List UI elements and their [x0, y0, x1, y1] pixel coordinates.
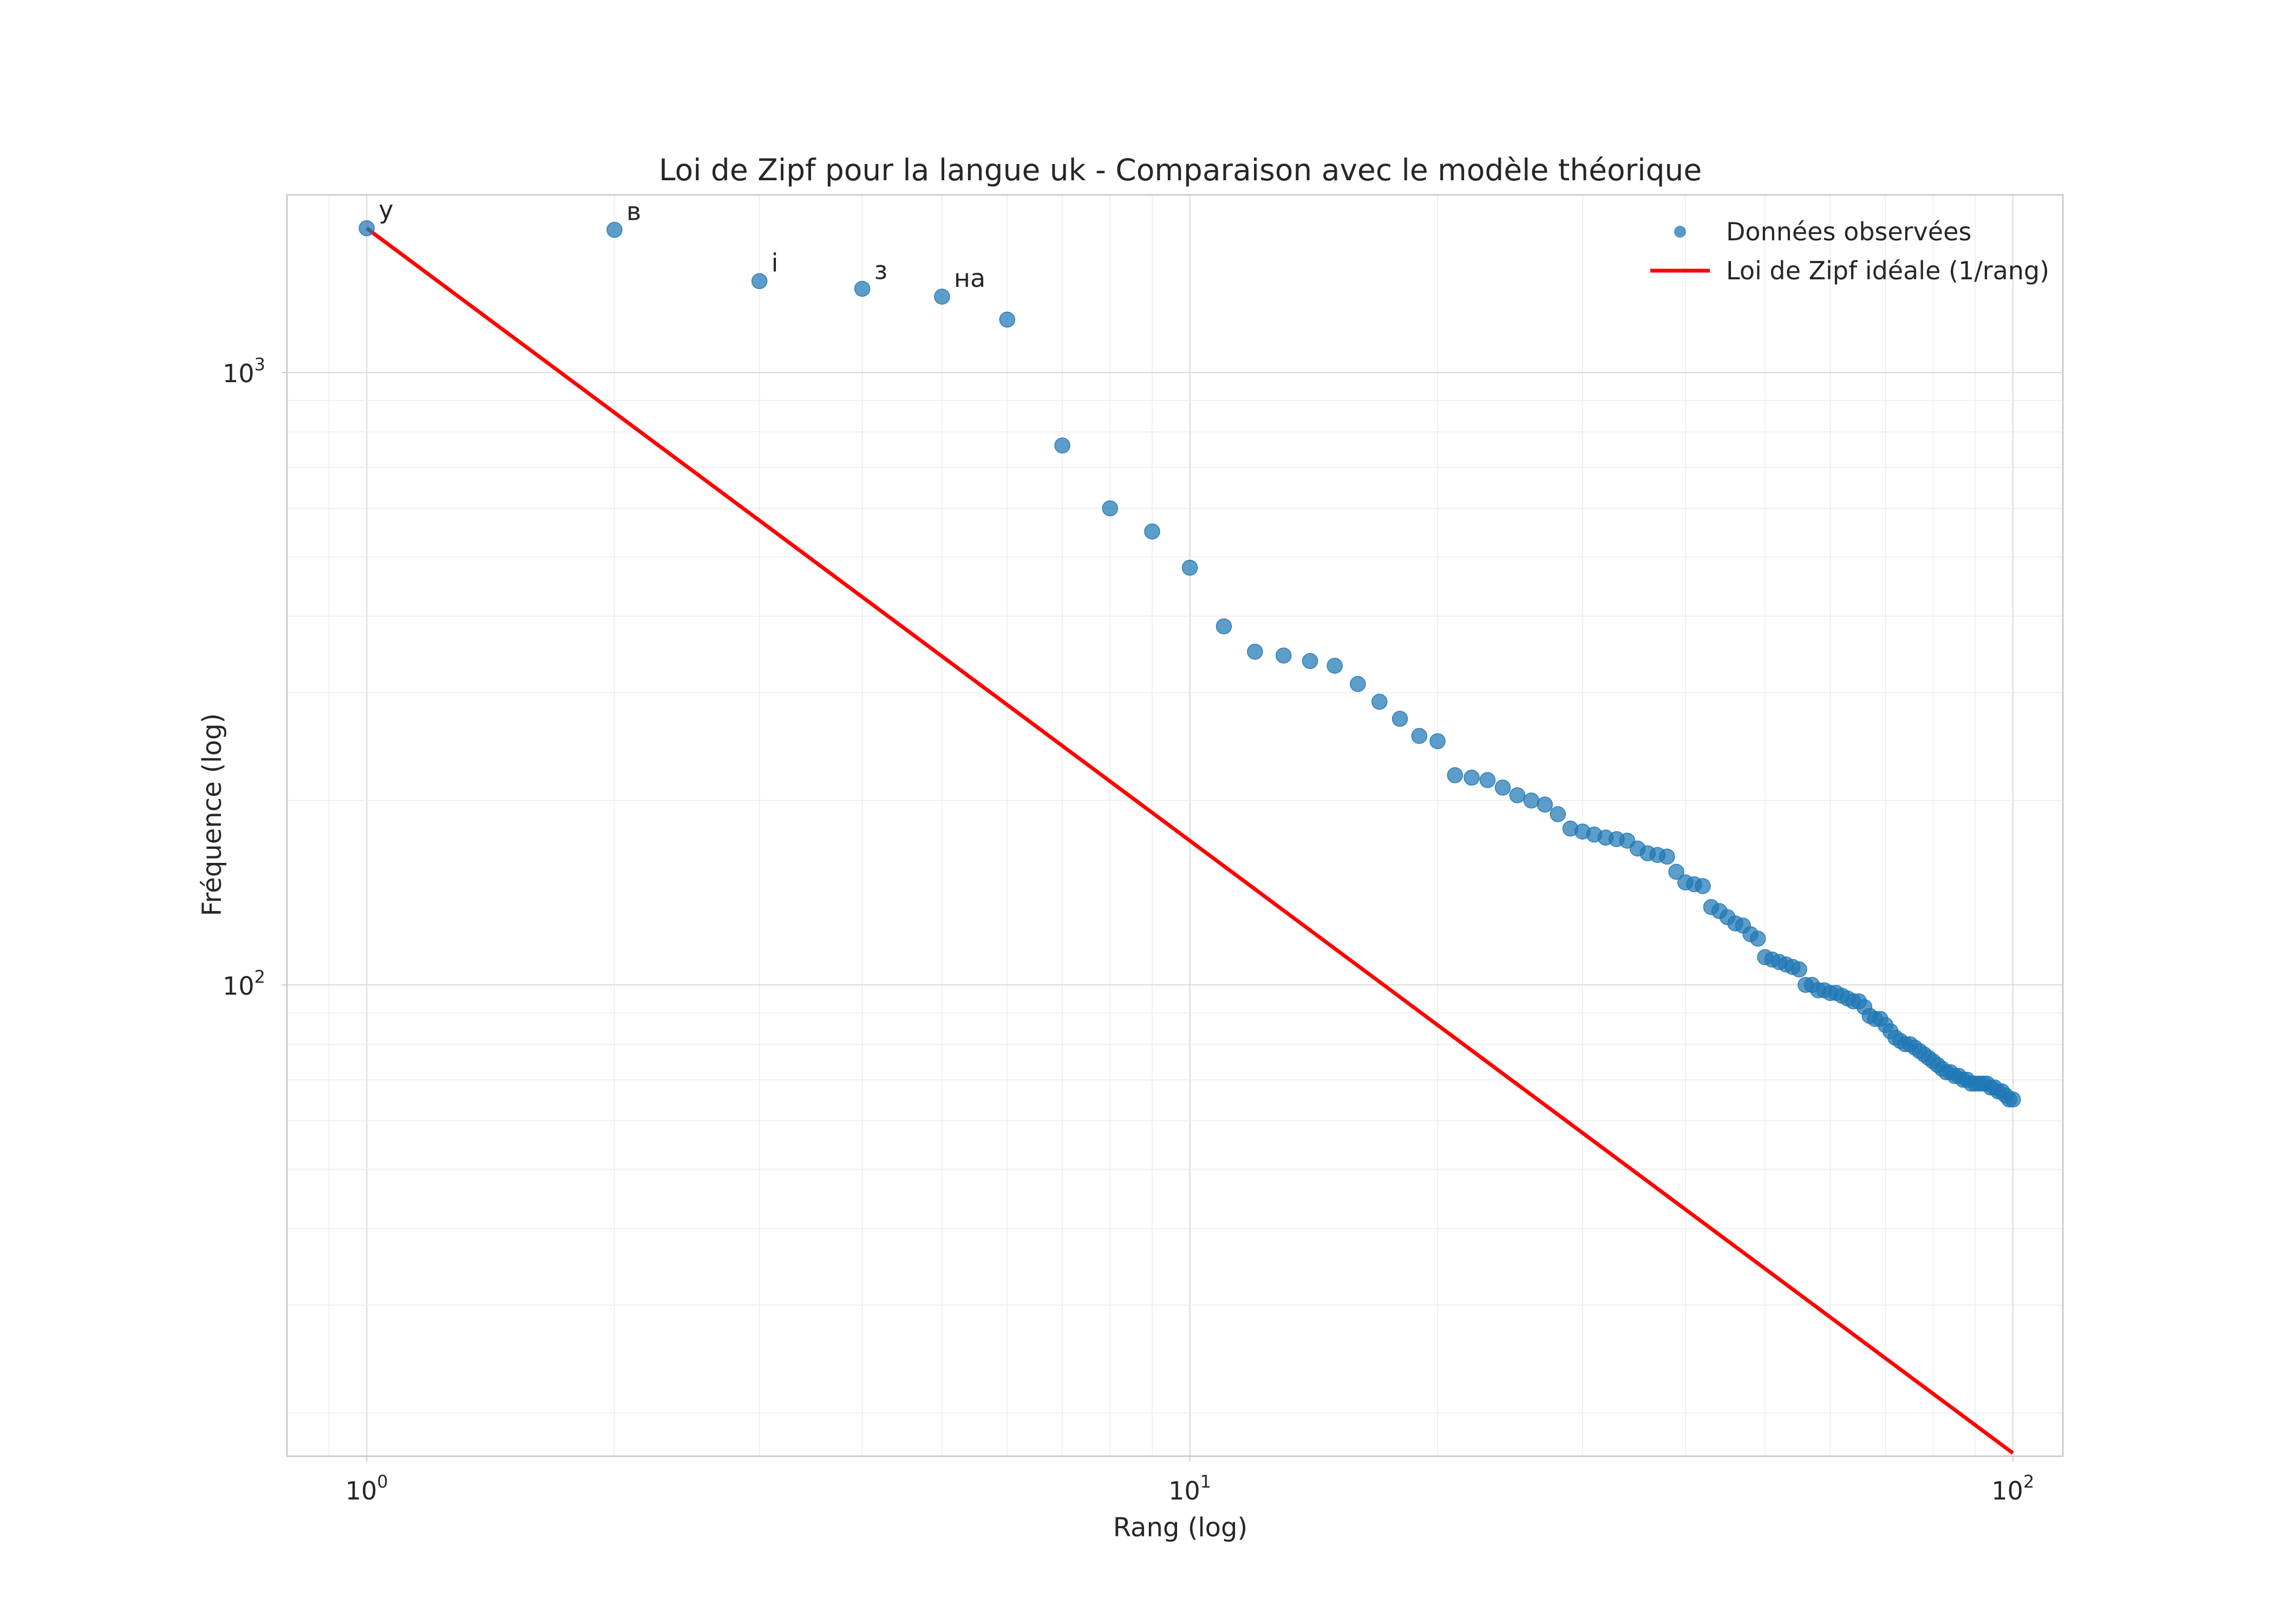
legend-observed-marker: [1674, 226, 1686, 238]
word-annotation: у: [378, 195, 393, 225]
y-tick-label: 103: [223, 354, 265, 388]
data-point: [1350, 676, 1366, 692]
data-point: [358, 220, 375, 237]
data-point: [1144, 523, 1160, 540]
y-tick-label: 102: [223, 966, 265, 1000]
data-point: [1054, 437, 1070, 454]
x-axis-ticks: 100 101 102: [345, 1456, 2034, 1505]
word-annotation: в: [626, 197, 641, 226]
x-tick-label: 101: [1168, 1471, 1211, 1505]
data-point: [1371, 693, 1388, 710]
data-point: [1659, 848, 1675, 865]
x-tick-label: 100: [345, 1471, 388, 1505]
data-point: [1391, 711, 1408, 727]
data-point: [1791, 961, 1807, 978]
data-point: [1302, 653, 1318, 669]
data-point: [751, 273, 768, 290]
data-point: [1695, 878, 1711, 894]
data-point: [1327, 658, 1343, 674]
observed-points-layer: [358, 220, 2021, 1108]
data-point: [1479, 772, 1496, 788]
word-annotation: на: [954, 264, 985, 293]
legend-observed-label: Données observées: [1726, 217, 1971, 246]
data-point: [1247, 644, 1263, 660]
ideal-zipf-line-layer: [365, 226, 2014, 1455]
data-point: [1509, 787, 1526, 803]
data-point: [1494, 780, 1511, 796]
data-point: [1216, 618, 1232, 634]
legend-ideal-label: Loi de Zipf idéale (1/rang): [1726, 256, 2049, 285]
plot-frame: [286, 194, 2064, 1457]
data-point: [1411, 728, 1428, 744]
data-point: [1550, 806, 1566, 822]
data-point: [1668, 863, 1684, 880]
data-point: [1447, 767, 1463, 783]
y-axis-ticks: 102 103: [223, 354, 287, 1000]
data-point: [606, 221, 623, 238]
data-point: [1537, 796, 1553, 813]
data-point: [999, 311, 1016, 328]
chart-title: Loi de Zipf pour la langue uk - Comparai…: [659, 153, 1702, 187]
legend: Données observées Loi de Zipf idéale (1/…: [1650, 217, 2049, 285]
ideal-zipf-line: [365, 226, 2014, 1455]
data-point: [1429, 733, 1446, 749]
data-point: [854, 280, 871, 297]
word-annotation: і: [772, 248, 779, 277]
data-point: [1523, 793, 1540, 809]
y-axis-label: Fréquence (log): [197, 713, 227, 916]
grid: [286, 195, 2063, 1456]
data-point: [934, 289, 950, 305]
word-annotations: у в і з на: [378, 195, 985, 293]
data-point: [1275, 647, 1292, 664]
data-point: [2004, 1091, 2021, 1108]
data-point: [1463, 769, 1480, 786]
data-point: [1750, 931, 1766, 947]
x-tick-label: 102: [1991, 1471, 2034, 1505]
x-axis-label: Rang (log): [1113, 1512, 1247, 1543]
data-point: [1181, 559, 1198, 576]
data-point: [1102, 500, 1118, 516]
word-annotation: з: [874, 256, 887, 285]
